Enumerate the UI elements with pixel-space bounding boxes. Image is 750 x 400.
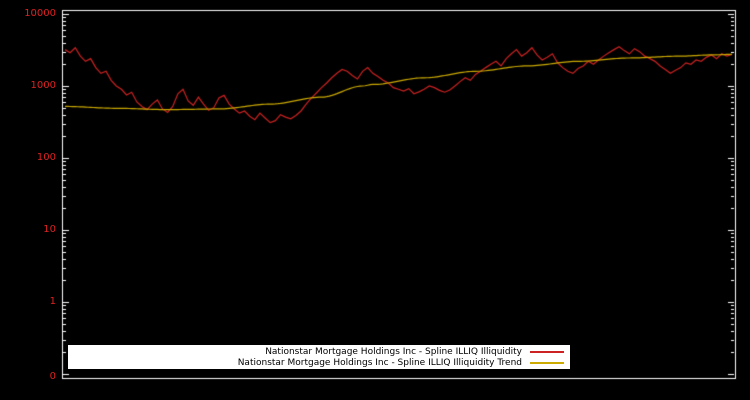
legend: Nationstar Mortgage Holdings Inc - Splin… [68, 345, 570, 369]
y-axis-tick-label: 10 [43, 224, 56, 235]
y-axis-tick-label: 1 [49, 296, 56, 307]
y-axis-tick-label: 10000 [24, 8, 56, 19]
legend-entry: Nationstar Mortgage Holdings Inc - Splin… [68, 357, 570, 368]
series-color-sample-icon [530, 350, 564, 353]
legend-label: Nationstar Mortgage Holdings Inc - Splin… [237, 357, 522, 368]
y-axis-tick-label: 1000 [30, 80, 56, 91]
legend-label: Nationstar Mortgage Holdings Inc - Splin… [265, 346, 522, 357]
legend-entry: Nationstar Mortgage Holdings Inc - Splin… [68, 346, 570, 357]
y-axis-tick-label: 100 [36, 152, 56, 163]
series-color-sample-icon [530, 361, 564, 364]
y-axis-tick-label: 0 [49, 371, 56, 382]
